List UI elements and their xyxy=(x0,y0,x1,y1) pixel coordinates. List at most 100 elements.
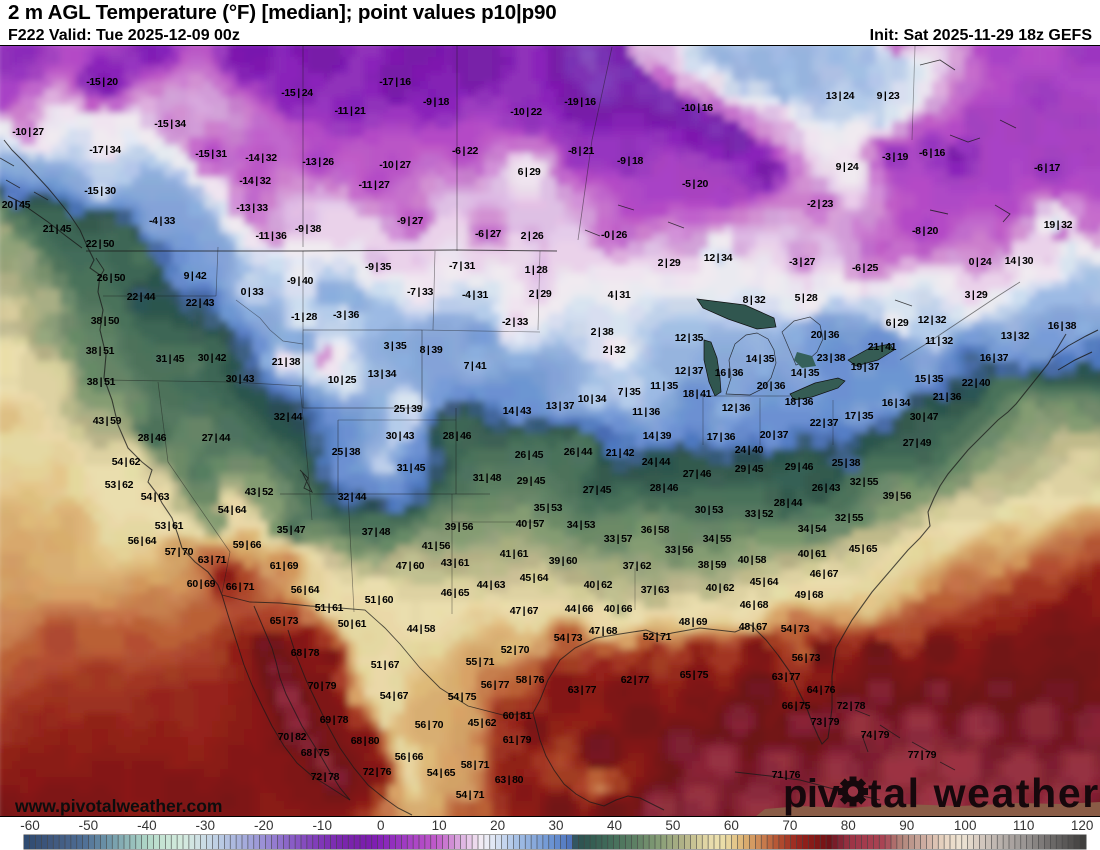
svg-text:-6 | 16: -6 | 16 xyxy=(919,147,946,159)
svg-text:0: 0 xyxy=(377,818,385,833)
svg-text:56 | 73: 56 | 73 xyxy=(792,652,821,664)
svg-text:11 | 36: 11 | 36 xyxy=(632,406,660,418)
svg-text:72 | 78: 72 | 78 xyxy=(837,700,866,712)
svg-text:-19 | 16: -19 | 16 xyxy=(564,96,596,108)
svg-text:43 | 59: 43 | 59 xyxy=(93,415,122,427)
svg-text:-15 | 20: -15 | 20 xyxy=(86,76,118,88)
svg-text:-14 | 32: -14 | 32 xyxy=(239,175,271,187)
svg-text:71 | 76: 71 | 76 xyxy=(772,769,801,781)
svg-text:32 | 44: 32 | 44 xyxy=(338,491,367,503)
svg-text:28 | 46: 28 | 46 xyxy=(443,430,472,442)
svg-text:37 | 62: 37 | 62 xyxy=(623,560,652,572)
svg-text:20 | 36: 20 | 36 xyxy=(757,380,786,392)
svg-text:38 | 51: 38 | 51 xyxy=(87,376,116,388)
svg-text:41 | 56: 41 | 56 xyxy=(422,540,451,552)
svg-text:19 | 32: 19 | 32 xyxy=(1044,219,1073,231)
svg-text:6 | 29: 6 | 29 xyxy=(518,166,541,178)
svg-text:48 | 69: 48 | 69 xyxy=(679,616,708,628)
svg-text:-11 | 36: -11 | 36 xyxy=(255,230,286,242)
svg-text:28 | 46: 28 | 46 xyxy=(138,432,167,444)
svg-text:61 | 79: 61 | 79 xyxy=(503,734,532,746)
svg-text:14 | 30: 14 | 30 xyxy=(1005,255,1034,267)
svg-text:54 | 63: 54 | 63 xyxy=(141,491,170,503)
svg-text:36 | 58: 36 | 58 xyxy=(641,524,670,536)
svg-text:34 | 54: 34 | 54 xyxy=(798,523,827,535)
svg-text:-60: -60 xyxy=(20,818,40,833)
svg-text:110: 110 xyxy=(1013,818,1035,833)
svg-text:34 | 53: 34 | 53 xyxy=(567,519,596,531)
svg-text:52 | 70: 52 | 70 xyxy=(501,644,530,656)
svg-text:30: 30 xyxy=(548,818,563,833)
svg-text:-7 | 31: -7 | 31 xyxy=(449,260,476,272)
svg-text:45 | 64: 45 | 64 xyxy=(520,572,549,584)
svg-text:39 | 56: 39 | 56 xyxy=(883,490,912,502)
svg-text:13 | 34: 13 | 34 xyxy=(368,368,397,380)
svg-text:1 | 28: 1 | 28 xyxy=(525,264,548,276)
svg-text:28 | 46: 28 | 46 xyxy=(650,482,679,494)
svg-text:26 | 50: 26 | 50 xyxy=(97,272,126,284)
svg-text:11 | 32: 11 | 32 xyxy=(925,335,953,347)
svg-text:2 | 32: 2 | 32 xyxy=(603,344,626,356)
svg-text:-10 | 22: -10 | 22 xyxy=(510,106,542,118)
svg-text:61 | 69: 61 | 69 xyxy=(270,560,299,572)
svg-text:-8 | 21: -8 | 21 xyxy=(568,145,595,157)
svg-text:44 | 58: 44 | 58 xyxy=(407,623,436,635)
svg-text:17 | 36: 17 | 36 xyxy=(707,431,736,443)
svg-text:34 | 55: 34 | 55 xyxy=(703,533,732,545)
svg-text:70 | 79: 70 | 79 xyxy=(308,680,337,692)
svg-text:56 | 77: 56 | 77 xyxy=(481,679,510,691)
svg-text:21 | 42: 21 | 42 xyxy=(606,447,635,459)
svg-text:22 | 37: 22 | 37 xyxy=(810,417,839,429)
svg-text:13 | 32: 13 | 32 xyxy=(1001,330,1030,342)
svg-text:10: 10 xyxy=(432,818,447,833)
svg-text:40 | 57: 40 | 57 xyxy=(516,518,545,530)
svg-text:45 | 65: 45 | 65 xyxy=(849,543,878,555)
svg-text:16 | 34: 16 | 34 xyxy=(882,397,911,409)
svg-text:47 | 67: 47 | 67 xyxy=(510,605,539,617)
svg-text:50: 50 xyxy=(665,818,680,833)
svg-text:-9 | 38: -9 | 38 xyxy=(295,223,322,235)
svg-text:56 | 64: 56 | 64 xyxy=(291,584,320,596)
svg-text:-4 | 31: -4 | 31 xyxy=(462,289,489,301)
svg-text:-15 | 34: -15 | 34 xyxy=(154,118,186,130)
svg-text:53 | 61: 53 | 61 xyxy=(155,520,184,532)
svg-text:-0 | 26: -0 | 26 xyxy=(601,229,628,241)
svg-text:72 | 78: 72 | 78 xyxy=(311,771,340,783)
svg-text:27 | 44: 27 | 44 xyxy=(202,432,231,444)
svg-text:51 | 67: 51 | 67 xyxy=(371,659,400,671)
svg-text:63 | 71: 63 | 71 xyxy=(198,554,227,566)
svg-text:65 | 75: 65 | 75 xyxy=(680,669,709,681)
svg-text:33 | 52: 33 | 52 xyxy=(745,508,774,520)
svg-text:54 | 71: 54 | 71 xyxy=(456,789,485,801)
svg-text:2 | 26: 2 | 26 xyxy=(521,230,544,242)
svg-text:2 | 38: 2 | 38 xyxy=(591,326,614,338)
svg-text:30 | 42: 30 | 42 xyxy=(198,352,227,364)
svg-text:58 | 76: 58 | 76 xyxy=(516,674,545,686)
svg-text:40 | 61: 40 | 61 xyxy=(798,548,827,560)
svg-text:53 | 62: 53 | 62 xyxy=(105,479,134,491)
svg-text:12 | 34: 12 | 34 xyxy=(704,252,733,264)
svg-text:10 | 25: 10 | 25 xyxy=(328,374,357,386)
svg-text:70: 70 xyxy=(782,818,797,833)
svg-text:-3 | 19: -3 | 19 xyxy=(882,151,909,163)
svg-text:39 | 56: 39 | 56 xyxy=(445,521,474,533)
svg-text:38 | 50: 38 | 50 xyxy=(91,315,120,327)
svg-text:66 | 71: 66 | 71 xyxy=(226,581,255,593)
svg-text:-14 | 32: -14 | 32 xyxy=(245,152,277,164)
svg-text:16 | 37: 16 | 37 xyxy=(980,352,1009,364)
svg-text:27 | 45: 27 | 45 xyxy=(583,484,612,496)
svg-text:-2 | 33: -2 | 33 xyxy=(502,316,529,328)
svg-text:21 | 38: 21 | 38 xyxy=(272,356,301,368)
svg-text:-4 | 33: -4 | 33 xyxy=(149,215,176,227)
svg-text:60: 60 xyxy=(724,818,739,833)
svg-text:45 | 62: 45 | 62 xyxy=(468,717,497,729)
svg-text:9 | 23: 9 | 23 xyxy=(877,90,900,102)
svg-text:-1 | 28: -1 | 28 xyxy=(291,311,318,323)
svg-text:32 | 44: 32 | 44 xyxy=(274,411,303,423)
svg-text:49 | 68: 49 | 68 xyxy=(795,589,824,601)
svg-text:22 | 44: 22 | 44 xyxy=(127,291,156,303)
svg-text:50 | 61: 50 | 61 xyxy=(338,618,367,630)
svg-text:40: 40 xyxy=(607,818,622,833)
svg-text:47 | 60: 47 | 60 xyxy=(396,560,425,572)
svg-text:20 | 36: 20 | 36 xyxy=(811,329,840,341)
